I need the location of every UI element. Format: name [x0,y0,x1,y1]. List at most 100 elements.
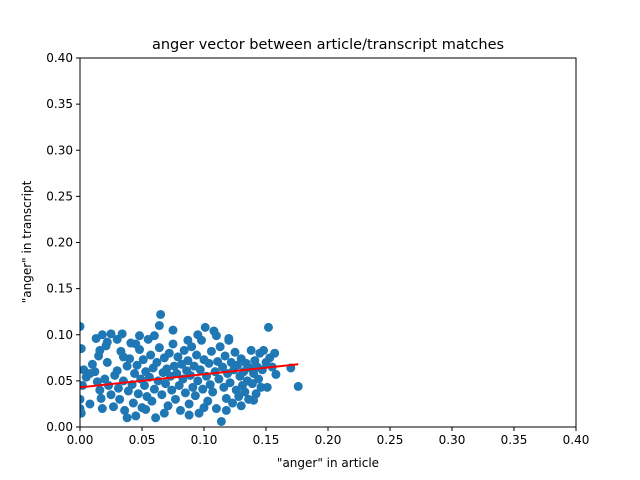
scatter-point [184,399,194,409]
scatter-point [135,331,145,341]
scatter-point [172,368,182,378]
x-tick-label: 0.20 [315,433,342,447]
scatter-point [149,384,159,394]
y-axis-label: "anger" in transcript [20,180,34,303]
scatter-point [220,351,230,361]
scatter-point [146,350,156,360]
scatter-point [131,339,141,349]
scatter-point [156,309,166,319]
scatter-point [118,352,128,362]
scatter-point [151,413,161,423]
scatter-point [188,382,198,392]
scatter-point [173,352,183,362]
scatter-point [263,322,273,332]
scatter-point [164,348,174,358]
scatter-point [254,374,264,384]
scatter-point [236,401,246,411]
trend-line-layer [79,363,299,389]
scatter-point [97,330,107,340]
scatter-point [167,385,177,395]
scatter-point [122,413,132,423]
scatter-point [108,402,118,412]
y-tick-label: 0.30 [46,143,73,157]
x-tick-label: 0.25 [377,433,404,447]
scatter-point [113,383,123,393]
scatter-point [215,342,225,352]
scatter-point [162,364,172,374]
scatter-point [198,384,208,394]
scatter-point [230,347,240,357]
x-tick-label: 0.35 [501,433,528,447]
y-tick-label: 0.15 [46,282,73,296]
scatter-point [80,344,86,354]
scatter-point [293,381,303,391]
scatter-point [81,372,91,382]
scatter-point [130,368,140,378]
scatter-point [132,360,142,370]
scatter-point [161,379,171,389]
scatter-point [184,410,194,420]
scatter-point [221,405,231,415]
scatter-point [157,390,167,400]
scatter-point [131,411,141,421]
scatter-point [193,330,203,340]
scatter-point [204,358,214,368]
x-tick-label: 0.30 [439,433,466,447]
scatter-point [199,403,209,413]
scatter-point [180,388,190,398]
scatter-point [219,382,229,392]
x-tick-label: 0.00 [67,433,94,447]
scatter-point [170,394,180,404]
scatter-point [149,331,159,341]
scatter-point [95,385,105,395]
scatter-point [179,345,189,355]
scatter-point [214,374,224,384]
scatter-point [224,333,234,343]
scatter-point [246,345,256,355]
scatter-point [200,322,210,332]
scatter-point [234,392,244,402]
scatter-point [115,394,125,404]
scatter-point [80,408,86,418]
scatter-point [138,355,148,365]
x-axis-label: "anger" in article [277,456,379,470]
scatter-point [85,399,95,409]
scatter-point [259,345,269,355]
scatter-point [128,398,138,408]
scatter-point [228,398,238,408]
scatter-point [205,380,215,390]
y-tick-label: 0.05 [46,374,73,388]
scatter-point [139,380,149,390]
scatter-point [92,377,102,387]
scatter-point [183,335,193,345]
scatter-point [163,401,173,411]
scatter-point [211,331,221,341]
scatter-point [175,405,185,415]
scatter-point [159,408,169,418]
regression-line [79,363,299,389]
y-tick-label: 0.25 [46,189,73,203]
scatter-point [87,359,97,369]
scatter-point [102,337,112,347]
scatter-point [80,394,85,404]
scatter-point [270,348,280,358]
y-tick-label: 0.40 [46,51,73,65]
scatter-point [249,395,259,405]
scatter-point [240,387,250,397]
scatter-point [147,396,157,406]
scatter-point [225,378,235,388]
scatter-point [211,404,221,414]
scatter-point [112,334,122,344]
x-tick-label: 0.05 [129,433,156,447]
axes: 0.00 0.05 0.10 0.15 0.20 0.25 0.30 0.35 0.40 0.00… [46,51,589,447]
scatter-point [216,416,226,426]
scatter-point [152,357,162,367]
y-tick-label: 0.20 [46,236,73,250]
scatter-point [80,321,85,331]
scatter-point [122,361,132,371]
scatter-point [90,367,100,377]
y-tick-label: 0.10 [46,328,73,342]
scatter-point [208,387,218,397]
x-tick-label: 0.15 [253,433,280,447]
